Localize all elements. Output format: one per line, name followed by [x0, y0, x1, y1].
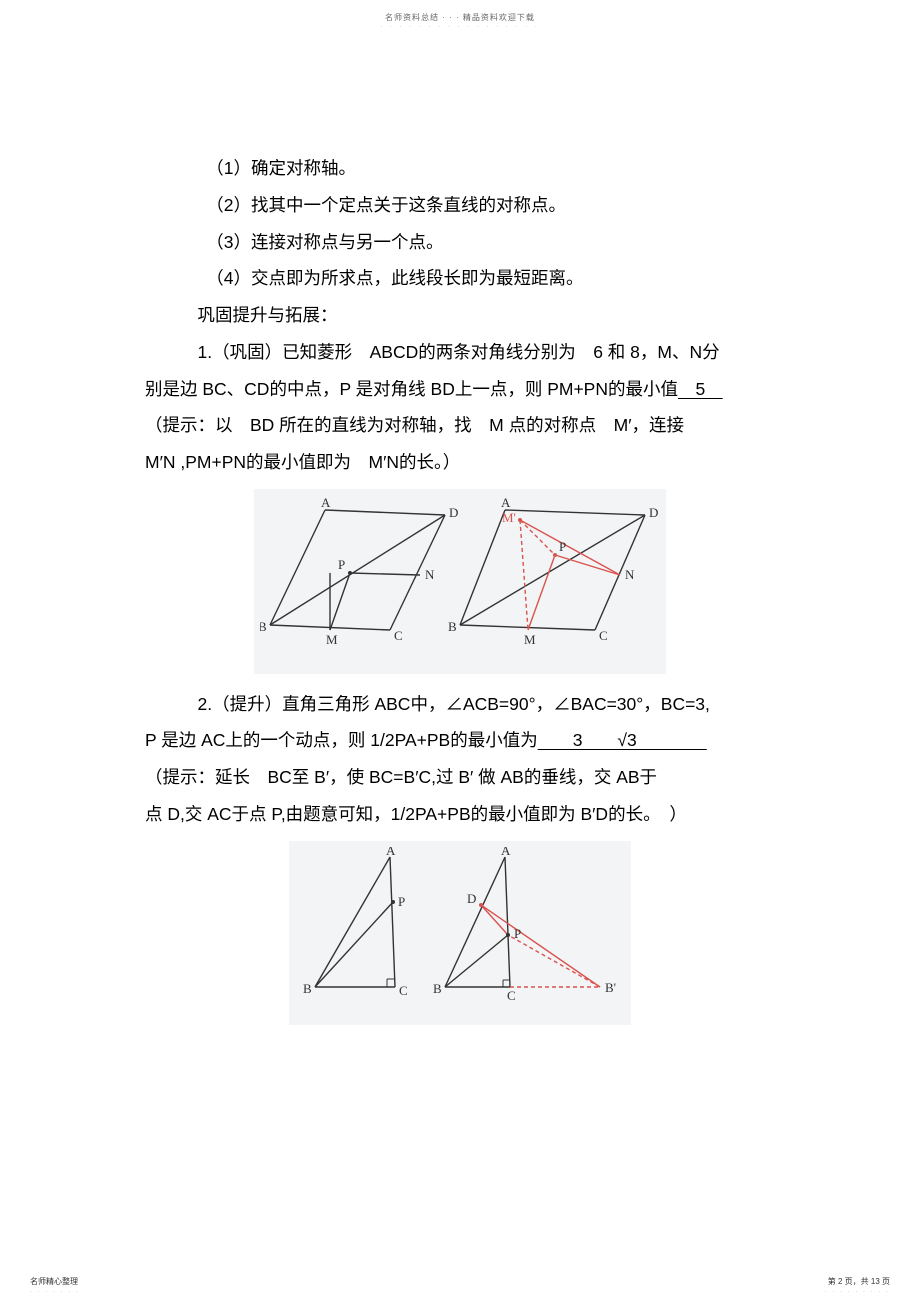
footer-right: 第 2 页，共 13 页 [828, 1276, 890, 1287]
q2b-answer: 3 √3 [538, 730, 707, 750]
question-2-line-b: P 是边 AC上的一个动点，则 1/2PA+PB的最小值为 3 √3 [145, 722, 775, 759]
svg-text:B': B' [605, 980, 616, 995]
diagram-2-svg: A B C P A B C P D B' [295, 847, 625, 1007]
step-2: （2）找其中一个定点关于这条直线的对称点。 [145, 187, 775, 224]
svg-text:A: A [321, 495, 331, 510]
svg-text:D: D [449, 505, 458, 520]
svg-text:C: C [399, 983, 408, 998]
step-3: （3）连接对称点与另一个点。 [145, 224, 775, 261]
svg-text:C: C [507, 988, 516, 1003]
svg-text:P: P [398, 894, 405, 909]
footer-dots-right: · · · · · · · · · [825, 1289, 890, 1295]
svg-text:B: B [433, 981, 442, 996]
svg-text:P: P [559, 539, 566, 554]
svg-text:M': M' [502, 510, 516, 525]
svg-text:B: B [260, 619, 267, 634]
footer-dots-left: · · · · · · · [30, 1289, 80, 1295]
question-2-line-a: 2.（提升）直角三角形 ABC中，∠ACB=90°，∠BAC=30°，BC=3, [145, 686, 775, 723]
document-body: （1）确定对称轴。 （2）找其中一个定点关于这条直线的对称点。 （3）连接对称点… [145, 150, 775, 1037]
diagram-2: A B C P A B C P D B' [289, 841, 631, 1026]
question-1-line-d: M′N ,PM+PN的最小值即为 M′N的长。） [145, 444, 775, 481]
svg-text:C: C [394, 628, 403, 643]
question-2-line-c: （提示：延长 BC至 B′，使 BC=B′C,过 B′ 做 AB的垂线，交 AB… [145, 759, 775, 796]
svg-text:P: P [514, 926, 521, 941]
svg-text:C: C [599, 628, 608, 643]
svg-text:B: B [448, 619, 457, 634]
step-1: （1）确定对称轴。 [145, 150, 775, 187]
svg-text:P: P [338, 557, 345, 572]
step-4: （4）交点即为所求点，此线段长即为最短距离。 [145, 260, 775, 297]
diagram-2-container: A B C P A B C P D B' [145, 841, 775, 1026]
svg-text:M: M [326, 632, 338, 647]
diagram-1-container: A D B C M N P A D B C M N P M' [145, 489, 775, 674]
q1b-text: 别是边 BC、CD的中点，P 是对角线 BD上一点，则 PM+PN的最小值 [145, 379, 678, 399]
footer-left: 名师精心整理 [30, 1276, 78, 1287]
diagram-1-svg: A D B C M N P A D B C M N P M' [260, 495, 660, 655]
q1b-answer: 5 [678, 379, 723, 399]
page-header: 名师资料总结 · · · 精品资料欢迎下载 [0, 12, 920, 23]
q2b-text: P 是边 AC上的一个动点，则 1/2PA+PB的最小值为 [145, 730, 538, 750]
svg-text:A: A [386, 847, 396, 858]
section-heading: 巩固提升与拓展： [145, 297, 775, 334]
svg-text:A: A [501, 495, 511, 510]
question-1-line-c: （提示：以 BD 所在的直线为对称轴，找 M 点的对称点 M′，连接 [145, 407, 775, 444]
svg-text:M: M [524, 632, 536, 647]
svg-text:N: N [425, 567, 435, 582]
question-1-line-a: 1.（巩固）已知菱形 ABCD的两条对角线分别为 6 和 8，M、N分 [145, 334, 775, 371]
svg-text:D: D [649, 505, 658, 520]
svg-text:D: D [467, 891, 476, 906]
svg-text:N: N [625, 567, 635, 582]
svg-text:A: A [501, 847, 511, 858]
question-1-line-b: 别是边 BC、CD的中点，P 是对角线 BD上一点，则 PM+PN的最小值 5 [145, 371, 775, 408]
header-divider: · · · · · · · · · · · · · · · · · [0, 24, 920, 30]
svg-text:B: B [303, 981, 312, 996]
diagram-1: A D B C M N P A D B C M N P M' [254, 489, 666, 674]
question-2-line-d: 点 D,交 AC于点 P,由题意可知，1/2PA+PB的最小值即为 B′D的长。… [145, 796, 775, 833]
